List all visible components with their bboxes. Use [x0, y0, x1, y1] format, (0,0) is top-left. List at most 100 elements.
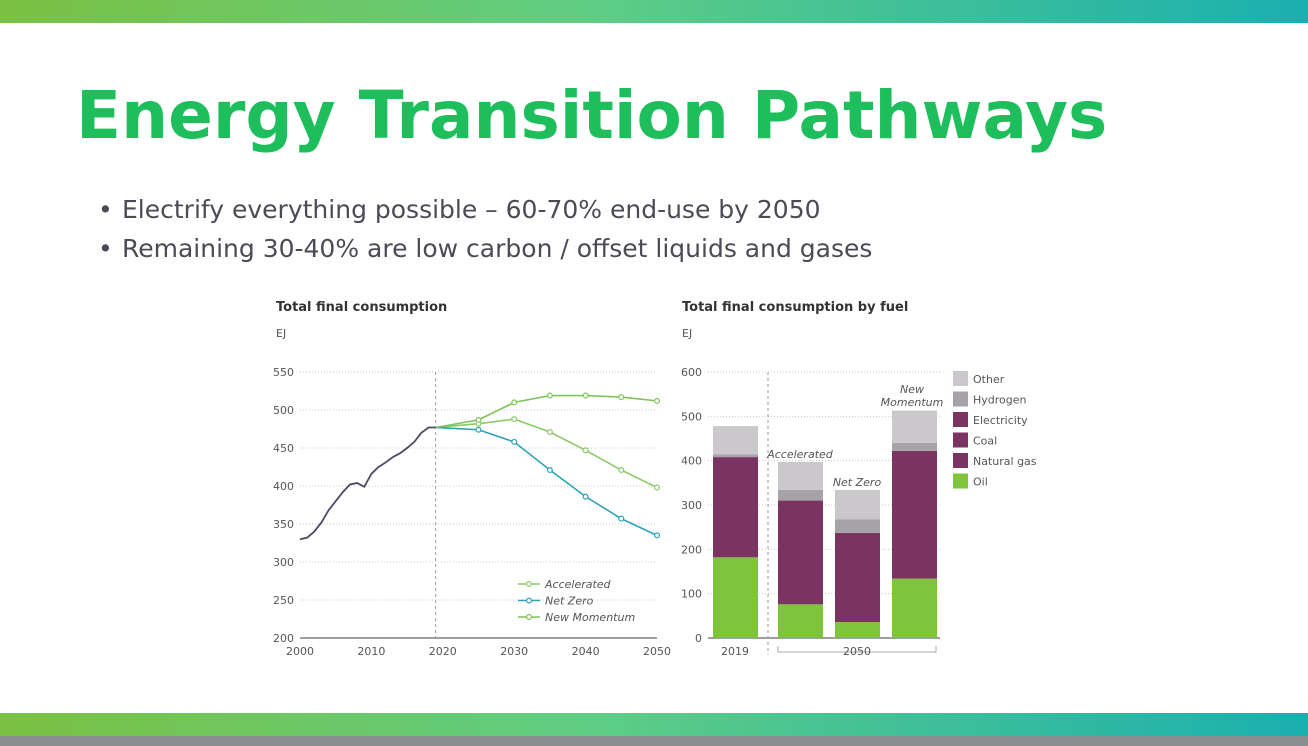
x-tick-label: 2030 — [500, 645, 528, 658]
bullet-text: Remaining 30-40% are low carbon / offset… — [122, 234, 873, 263]
y-tick-label: 250 — [273, 594, 294, 607]
legend-marker — [525, 597, 532, 604]
legend-swatch — [953, 473, 968, 489]
legend-label: Electricity — [973, 414, 1028, 427]
y-tick-label: 500 — [273, 404, 294, 417]
legend-label: Coal — [973, 435, 997, 448]
data-point — [546, 429, 553, 436]
data-point — [582, 493, 589, 500]
data-point — [511, 399, 518, 406]
legend-swatch — [953, 371, 968, 386]
legend-label: Net Zero — [545, 595, 594, 608]
data-point — [653, 484, 660, 491]
y-tick-label: 200 — [681, 543, 702, 556]
bullet-dot: • — [98, 195, 113, 224]
bullet-text: Electrify everything possible – 60-70% e… — [122, 195, 821, 224]
line-chart-unit: EJ — [276, 327, 286, 340]
series-line — [435, 394, 658, 429]
y-tick-label: 300 — [681, 499, 702, 512]
data-point — [511, 416, 518, 423]
data-point — [511, 438, 518, 445]
y-tick-label: 400 — [273, 480, 294, 493]
x-tick-label: 2050 — [843, 645, 871, 658]
bar-segment — [835, 532, 880, 623]
bar-segment — [713, 426, 758, 455]
data-point — [475, 416, 482, 423]
top-gradient-bar — [0, 0, 1308, 23]
bar-category-label: Accelerated — [766, 448, 834, 461]
legend-label: Other — [973, 373, 1005, 386]
bar-segment — [892, 410, 937, 443]
legend-marker — [525, 580, 532, 587]
data-point — [618, 394, 625, 401]
bar-category-label: Net Zero — [833, 476, 882, 489]
x-tick-label: 2020 — [429, 645, 457, 658]
bar-segment — [892, 578, 937, 638]
bar-segment — [713, 454, 758, 458]
bar-segment — [713, 457, 758, 558]
y-tick-label: 500 — [681, 410, 702, 423]
x-tick-label: 2000 — [286, 645, 314, 658]
data-point — [653, 397, 660, 404]
y-tick-label: 450 — [273, 442, 294, 455]
legend-swatch — [953, 432, 968, 448]
bullet-dot: • — [98, 234, 113, 263]
legend-label: Hydrogen — [973, 394, 1027, 407]
bar-segment — [892, 442, 937, 451]
bar-segment — [778, 489, 823, 501]
bar-segment — [835, 519, 880, 533]
bottom-gradient-bar — [0, 713, 1308, 736]
bar-chart-unit: EJ — [682, 327, 692, 340]
y-tick-label: 100 — [681, 588, 702, 601]
line-chart: Total final consumption EJ 200 250 300 350 4… — [273, 300, 671, 658]
data-point — [618, 467, 625, 474]
legend-marker — [525, 613, 532, 620]
bar-segment — [713, 557, 758, 638]
y-tick-label: 550 — [273, 366, 294, 379]
y-tick-label: 300 — [273, 556, 294, 569]
stacked-bar-chart: Total final consumption by fuel EJ 0 100 2… — [681, 300, 1037, 658]
legend-label: Oil — [973, 476, 988, 489]
legend-swatch — [953, 391, 968, 407]
bullet-item: • Remaining 30-40% are low carbon / offse… — [98, 229, 872, 268]
bullet-item: • Electrify everything possible – 60-70% … — [98, 190, 872, 229]
y-tick-label: 0 — [695, 632, 702, 645]
bar-chart-legend: Other Hydrogen Electricity Coal Natural gas O… — [953, 371, 1037, 489]
y-tick-label: 400 — [681, 455, 702, 468]
data-point — [582, 392, 589, 399]
bar-category-label: New — [900, 383, 924, 396]
slide-title: Energy Transition Pathways — [76, 77, 1108, 154]
bar-segment — [778, 604, 823, 638]
y-tick-label: 600 — [681, 366, 702, 379]
data-point — [475, 426, 482, 433]
line-chart-legend: Accelerated Net Zero New Momentum — [518, 578, 635, 624]
x-tick-label: 2040 — [572, 645, 600, 658]
legend-swatch — [953, 412, 968, 427]
legend-label: Natural gas — [973, 455, 1037, 468]
data-point — [618, 515, 625, 522]
history-line — [299, 426, 436, 541]
bottom-gray-strip — [0, 736, 1308, 746]
legend-swatch — [953, 453, 968, 468]
x-tick-label: 2050 — [643, 645, 671, 658]
legend-label: New Momentum — [545, 611, 635, 624]
bullet-list: • Electrify everything possible – 60-70% … — [98, 190, 872, 268]
bar-chart-title: Total final consumption by fuel — [682, 300, 908, 315]
bar-segment — [835, 489, 880, 520]
data-point — [582, 447, 589, 454]
x-tick-label: 2010 — [357, 645, 385, 658]
bar-segment — [778, 500, 823, 605]
y-tick-label: 200 — [273, 632, 294, 645]
bar-category-label: Momentum — [881, 396, 944, 409]
legend-label: Accelerated — [544, 578, 612, 591]
data-point — [546, 467, 553, 474]
bar-segment — [892, 450, 937, 579]
line-chart-title: Total final consumption — [276, 300, 447, 315]
x-tick-label: 2019 — [721, 645, 749, 658]
bar-segment — [778, 461, 823, 490]
data-point — [653, 532, 660, 539]
bar-segment — [835, 622, 880, 638]
data-point — [546, 392, 553, 399]
y-tick-label: 350 — [273, 518, 294, 531]
